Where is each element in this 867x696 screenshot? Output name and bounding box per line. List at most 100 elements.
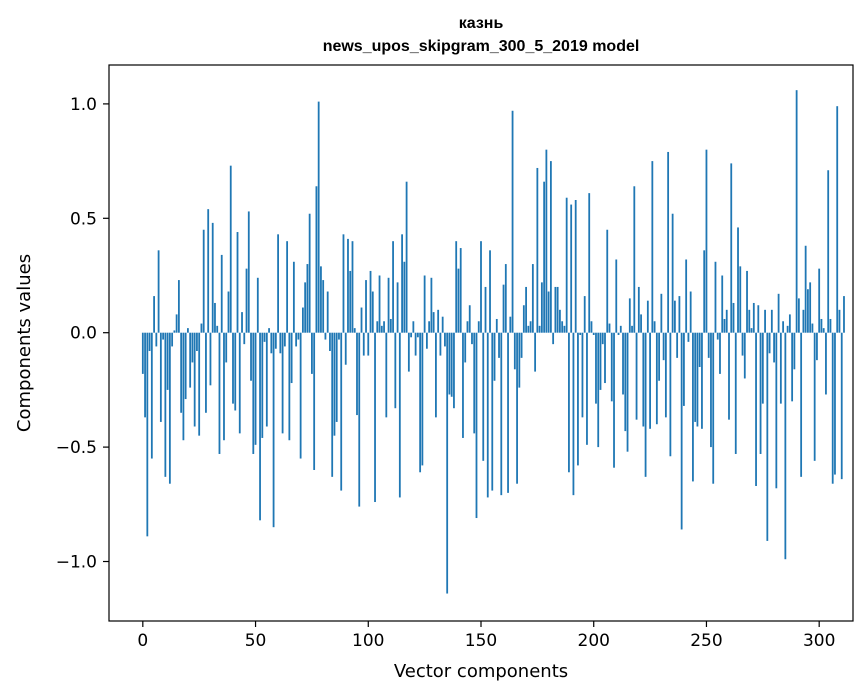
x-tick-label: 0 (137, 631, 148, 651)
bar-180 (547, 291, 550, 333)
bar-76 (313, 332, 316, 470)
bar-188 (565, 197, 568, 333)
bar-95 (356, 332, 358, 416)
bar-65 (288, 332, 291, 441)
bar-196 (583, 296, 586, 333)
bar-117 (405, 181, 408, 333)
bar-18 (182, 332, 185, 441)
bar-222 (642, 332, 645, 427)
bar-43 (238, 332, 241, 434)
bar-245 (694, 332, 697, 422)
bar-47 (247, 211, 250, 333)
bar-109 (387, 277, 390, 333)
bar-15 (175, 314, 178, 333)
bar-239 (680, 332, 683, 530)
bar-147 (473, 332, 476, 434)
bar-41 (234, 332, 237, 411)
bar-153 (486, 332, 489, 498)
bar-252 (710, 332, 712, 448)
bar-130 (435, 332, 437, 418)
bar-275 (761, 332, 764, 404)
bar-112 (394, 332, 397, 409)
bar-94 (353, 328, 356, 333)
bar-2 (146, 332, 149, 537)
bar-199 (590, 321, 593, 333)
bar-229 (658, 332, 661, 381)
bar-3 (148, 332, 151, 351)
bar-168 (520, 332, 523, 358)
bar-27 (202, 229, 205, 333)
bar-93 (351, 241, 354, 333)
bar-48 (250, 332, 252, 381)
bar-194 (579, 332, 582, 335)
bar-305 (829, 318, 832, 333)
bar-224 (646, 300, 649, 333)
bar-118 (407, 332, 410, 372)
bar-98 (362, 332, 365, 356)
bar-6 (155, 332, 158, 347)
bar-186 (561, 321, 564, 333)
bar-193 (577, 332, 579, 466)
bar-174 (534, 332, 537, 372)
bar-159 (500, 332, 503, 496)
bar-5 (153, 296, 155, 333)
bar-17 (180, 332, 183, 413)
bar-149 (477, 321, 480, 333)
bar-238 (678, 296, 681, 333)
bar-132 (439, 332, 442, 356)
bar-165 (513, 332, 516, 370)
bar-162 (507, 332, 509, 493)
bar-110 (389, 318, 392, 333)
bar-134 (444, 332, 446, 347)
bar-201 (595, 332, 597, 404)
bar-83 (329, 332, 331, 351)
bar-108 (385, 332, 388, 418)
bar-169 (522, 305, 525, 333)
bar-266 (741, 332, 744, 356)
bar-184 (556, 286, 559, 333)
bar-91 (347, 238, 349, 333)
bar-282 (777, 293, 780, 333)
bars-group (141, 90, 845, 594)
bar-289 (793, 332, 796, 370)
bar-230 (660, 293, 663, 333)
bar-177 (540, 282, 543, 333)
bar-105 (378, 275, 381, 333)
bar-243 (689, 291, 692, 333)
bar-50 (254, 332, 257, 445)
bar-234 (669, 332, 672, 457)
bar-226 (651, 161, 654, 333)
bar-71 (301, 307, 304, 333)
bar-254 (714, 261, 717, 333)
y-tick-label: 0.5 (70, 209, 97, 229)
bar-274 (759, 332, 762, 454)
bar-56 (268, 328, 270, 333)
bar-259 (725, 309, 728, 333)
bar-13 (171, 332, 174, 347)
bar-140 (457, 268, 460, 333)
bar-200 (592, 332, 595, 335)
bar-148 (475, 332, 478, 519)
bar-296 (809, 282, 812, 333)
bar-114 (398, 332, 401, 498)
bar-166 (516, 332, 518, 484)
bar-111 (392, 241, 394, 333)
bar-90 (344, 332, 347, 365)
bar-263 (734, 332, 737, 454)
bar-75 (311, 332, 313, 374)
bar-55 (265, 332, 268, 427)
bar-277 (766, 332, 769, 541)
bar-306 (831, 332, 834, 484)
y-axis-label: Components values (14, 254, 35, 432)
bar-126 (425, 332, 428, 349)
bar-175 (536, 167, 539, 333)
bar-14 (173, 330, 176, 333)
bar-187 (563, 325, 566, 333)
bar-100 (367, 332, 370, 356)
bar-268 (746, 270, 748, 333)
y-tick-label: −1.0 (56, 553, 97, 573)
chart-title: казнь (459, 15, 504, 32)
bar-212 (619, 325, 622, 333)
bar-0 (141, 332, 144, 374)
bar-189 (568, 332, 570, 473)
